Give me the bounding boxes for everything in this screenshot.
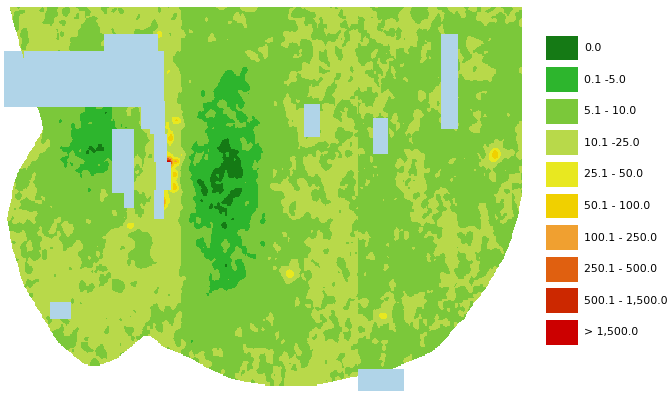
Text: 0.0: 0.0 <box>584 43 602 53</box>
Text: 250.1 - 500.0: 250.1 - 500.0 <box>584 264 658 274</box>
Text: 10.1 -25.0: 10.1 -25.0 <box>584 138 640 148</box>
Text: > 1,500.0: > 1,500.0 <box>584 327 638 337</box>
Text: 500.1 - 1,500.0: 500.1 - 1,500.0 <box>584 296 667 306</box>
Text: 50.1 - 100.0: 50.1 - 100.0 <box>584 201 650 211</box>
Text: 5.1 - 10.0: 5.1 - 10.0 <box>584 106 636 116</box>
Text: 25.1 - 50.0: 25.1 - 50.0 <box>584 169 644 179</box>
Text: 0.1 -5.0: 0.1 -5.0 <box>584 74 626 84</box>
Text: 100.1 - 250.0: 100.1 - 250.0 <box>584 232 658 242</box>
